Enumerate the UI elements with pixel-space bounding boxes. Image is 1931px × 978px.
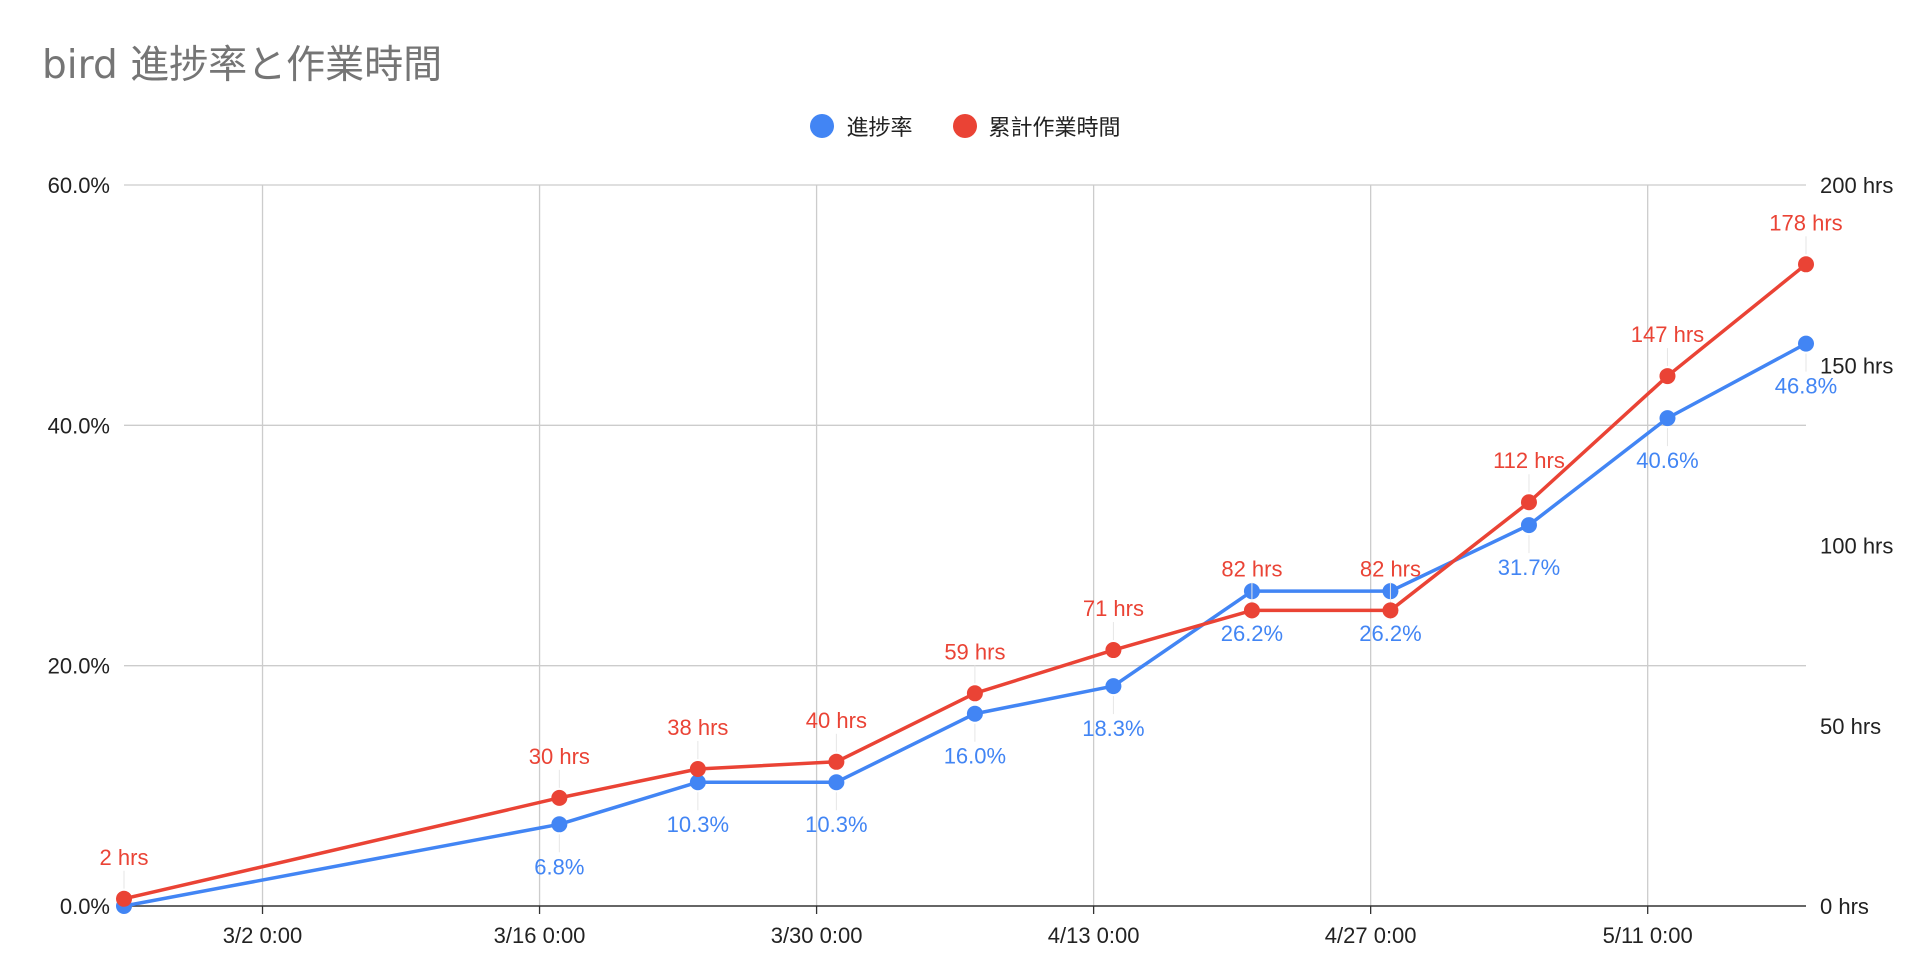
series-line-hours xyxy=(123,262,1808,901)
data-label-hours: 59 hrs xyxy=(944,639,1005,664)
data-point-hours xyxy=(1243,602,1260,619)
data-point-hours xyxy=(1798,256,1814,273)
legend-item-hours[interactable]: 累計作業時間 xyxy=(952,110,1121,142)
legend-label-progress: 進捗率 xyxy=(846,116,913,141)
y-right-tick-label: 150 hrs xyxy=(1820,353,1893,378)
data-label-progress: 6.8% xyxy=(534,854,584,879)
data-point-progress xyxy=(1798,335,1814,352)
data-label-hours: 82 hrs xyxy=(1221,556,1282,581)
data-label-progress: 18.3% xyxy=(1082,716,1144,741)
chart-title: bird 進捗率と作業時間 xyxy=(42,43,443,88)
data-label-hours: 112 hrs xyxy=(1493,448,1565,473)
data-point-hours xyxy=(116,890,132,907)
legend-item-progress[interactable]: 進捗率 xyxy=(810,110,913,142)
legend-swatch-progress xyxy=(810,114,835,138)
x-tick-label: 5/11 0:00 xyxy=(1603,923,1693,948)
y-right-tick-label: 0 hrs xyxy=(1820,894,1869,919)
data-label-hours: 2 hrs xyxy=(100,845,149,870)
data-label-progress: 10.3% xyxy=(667,812,729,837)
data-point-progress xyxy=(1520,517,1537,534)
y-left-tick-label: 60.0% xyxy=(48,173,110,198)
data-label-hours: 71 hrs xyxy=(1083,596,1144,621)
x-tick-label: 3/2 0:00 xyxy=(223,923,303,948)
x-tick-label: 4/13 0:00 xyxy=(1048,923,1140,948)
data-label-progress: 10.3% xyxy=(805,812,867,837)
data-label-hours: 38 hrs xyxy=(667,715,728,740)
data-label-hours: 30 hrs xyxy=(529,744,590,769)
data-label-progress: 26.2% xyxy=(1221,621,1283,646)
data-point-hours xyxy=(828,753,845,770)
data-label-progress: 16.0% xyxy=(944,744,1006,769)
y-right-tick-label: 200 hrs xyxy=(1820,173,1893,198)
data-label-hours: 147 hrs xyxy=(1631,322,1704,347)
legend: 進捗率 累計作業時間 xyxy=(0,110,1931,142)
data-point-hours xyxy=(689,761,706,778)
x-tick-label: 4/27 0:00 xyxy=(1325,923,1417,948)
y-left-tick-label: 40.0% xyxy=(48,413,110,438)
series-line-progress xyxy=(123,342,1807,908)
data-label-progress: 40.6% xyxy=(1636,448,1698,473)
data-point-hours xyxy=(1382,602,1399,619)
y-left-tick-label: 20.0% xyxy=(48,654,110,679)
data-point-progress xyxy=(551,816,568,833)
data-point-hours xyxy=(966,685,983,702)
data-point-progress xyxy=(828,774,845,791)
data-point-hours xyxy=(551,789,568,806)
y-right-tick-label: 50 hrs xyxy=(1820,714,1881,739)
data-point-progress xyxy=(1659,410,1676,427)
y-left-tick-label: 0.0% xyxy=(60,894,110,919)
data-label-hours: 40 hrs xyxy=(806,708,867,733)
data-point-hours xyxy=(1105,642,1122,659)
data-label-progress: 31.7% xyxy=(1498,555,1560,580)
data-point-progress xyxy=(689,774,706,791)
y-right-tick-label: 100 hrs xyxy=(1820,534,1893,559)
x-tick-label: 3/16 0:00 xyxy=(494,923,586,948)
data-label-hours: 178 hrs xyxy=(1769,210,1842,235)
data-point-progress xyxy=(966,705,983,722)
x-tick-label: 3/30 0:00 xyxy=(771,923,863,948)
data-label-progress: 46.8% xyxy=(1775,374,1837,399)
data-point-hours xyxy=(1520,494,1537,511)
data-label-progress: 26.2% xyxy=(1359,621,1421,646)
data-point-hours xyxy=(1659,368,1676,385)
data-point-progress xyxy=(1105,678,1122,695)
data-label-hours: 82 hrs xyxy=(1360,556,1421,581)
legend-label-hours: 累計作業時間 xyxy=(988,116,1121,141)
legend-swatch-hours xyxy=(952,114,977,138)
